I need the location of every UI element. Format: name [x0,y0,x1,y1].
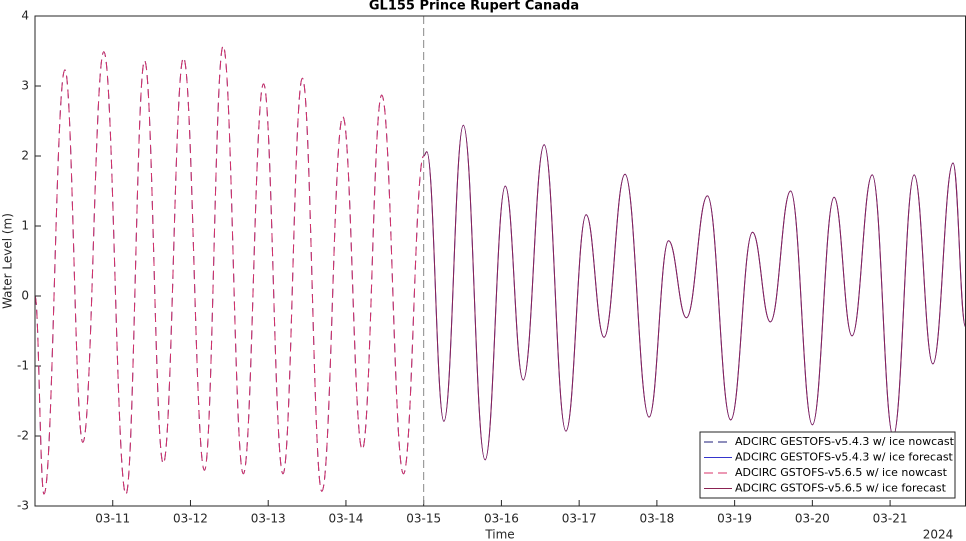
y-tick-label: 2 [21,149,29,163]
x-tick-label: 03-20 [795,512,830,526]
series-line [423,124,966,461]
y-tick-label: 0 [21,289,29,303]
y-tick-label: 1 [21,219,29,233]
legend-box [699,431,956,499]
x-tick-label: 03-12 [173,512,208,526]
x-tick-label: 03-13 [251,512,286,526]
y-tick-label: 3 [21,79,29,93]
x-axis-label: Time [484,528,514,541]
y-tick-label: -1 [17,359,29,373]
y-tick-label: -3 [17,499,29,513]
x-tick-label: 03-11 [95,512,130,526]
y-tick-label: -2 [17,429,29,443]
series-line [35,45,425,495]
x-tick-label: 03-17 [562,512,597,526]
x-tick-label: 03-16 [484,512,519,526]
x-tick-label: 03-14 [329,512,364,526]
x-tick-label: 03-21 [873,512,908,526]
x-tick-label: 03-19 [717,512,752,526]
x-tick-label: 03-15 [406,512,441,526]
legend-text: ADCIRC GESTOFS-v5.4.3 w/ ice forecast [735,451,954,464]
legend-text: ADCIRC GSTOFS-v5.6.5 w/ ice forecast [735,482,947,495]
chart-title: GL155 Prince Rupert Canada [369,0,579,14]
legend-text: ADCIRC GESTOFS-v5.4.3 w/ ice nowcast [735,435,955,448]
y-axis-label: Water Level (m) [1,213,15,309]
y-tick-label: 4 [21,9,29,23]
legend-text: ADCIRC GSTOFS-v5.6.5 w/ ice nowcast [735,466,948,479]
x-axis-note: 2024 [923,528,954,541]
x-tick-label: 03-18 [639,512,674,526]
